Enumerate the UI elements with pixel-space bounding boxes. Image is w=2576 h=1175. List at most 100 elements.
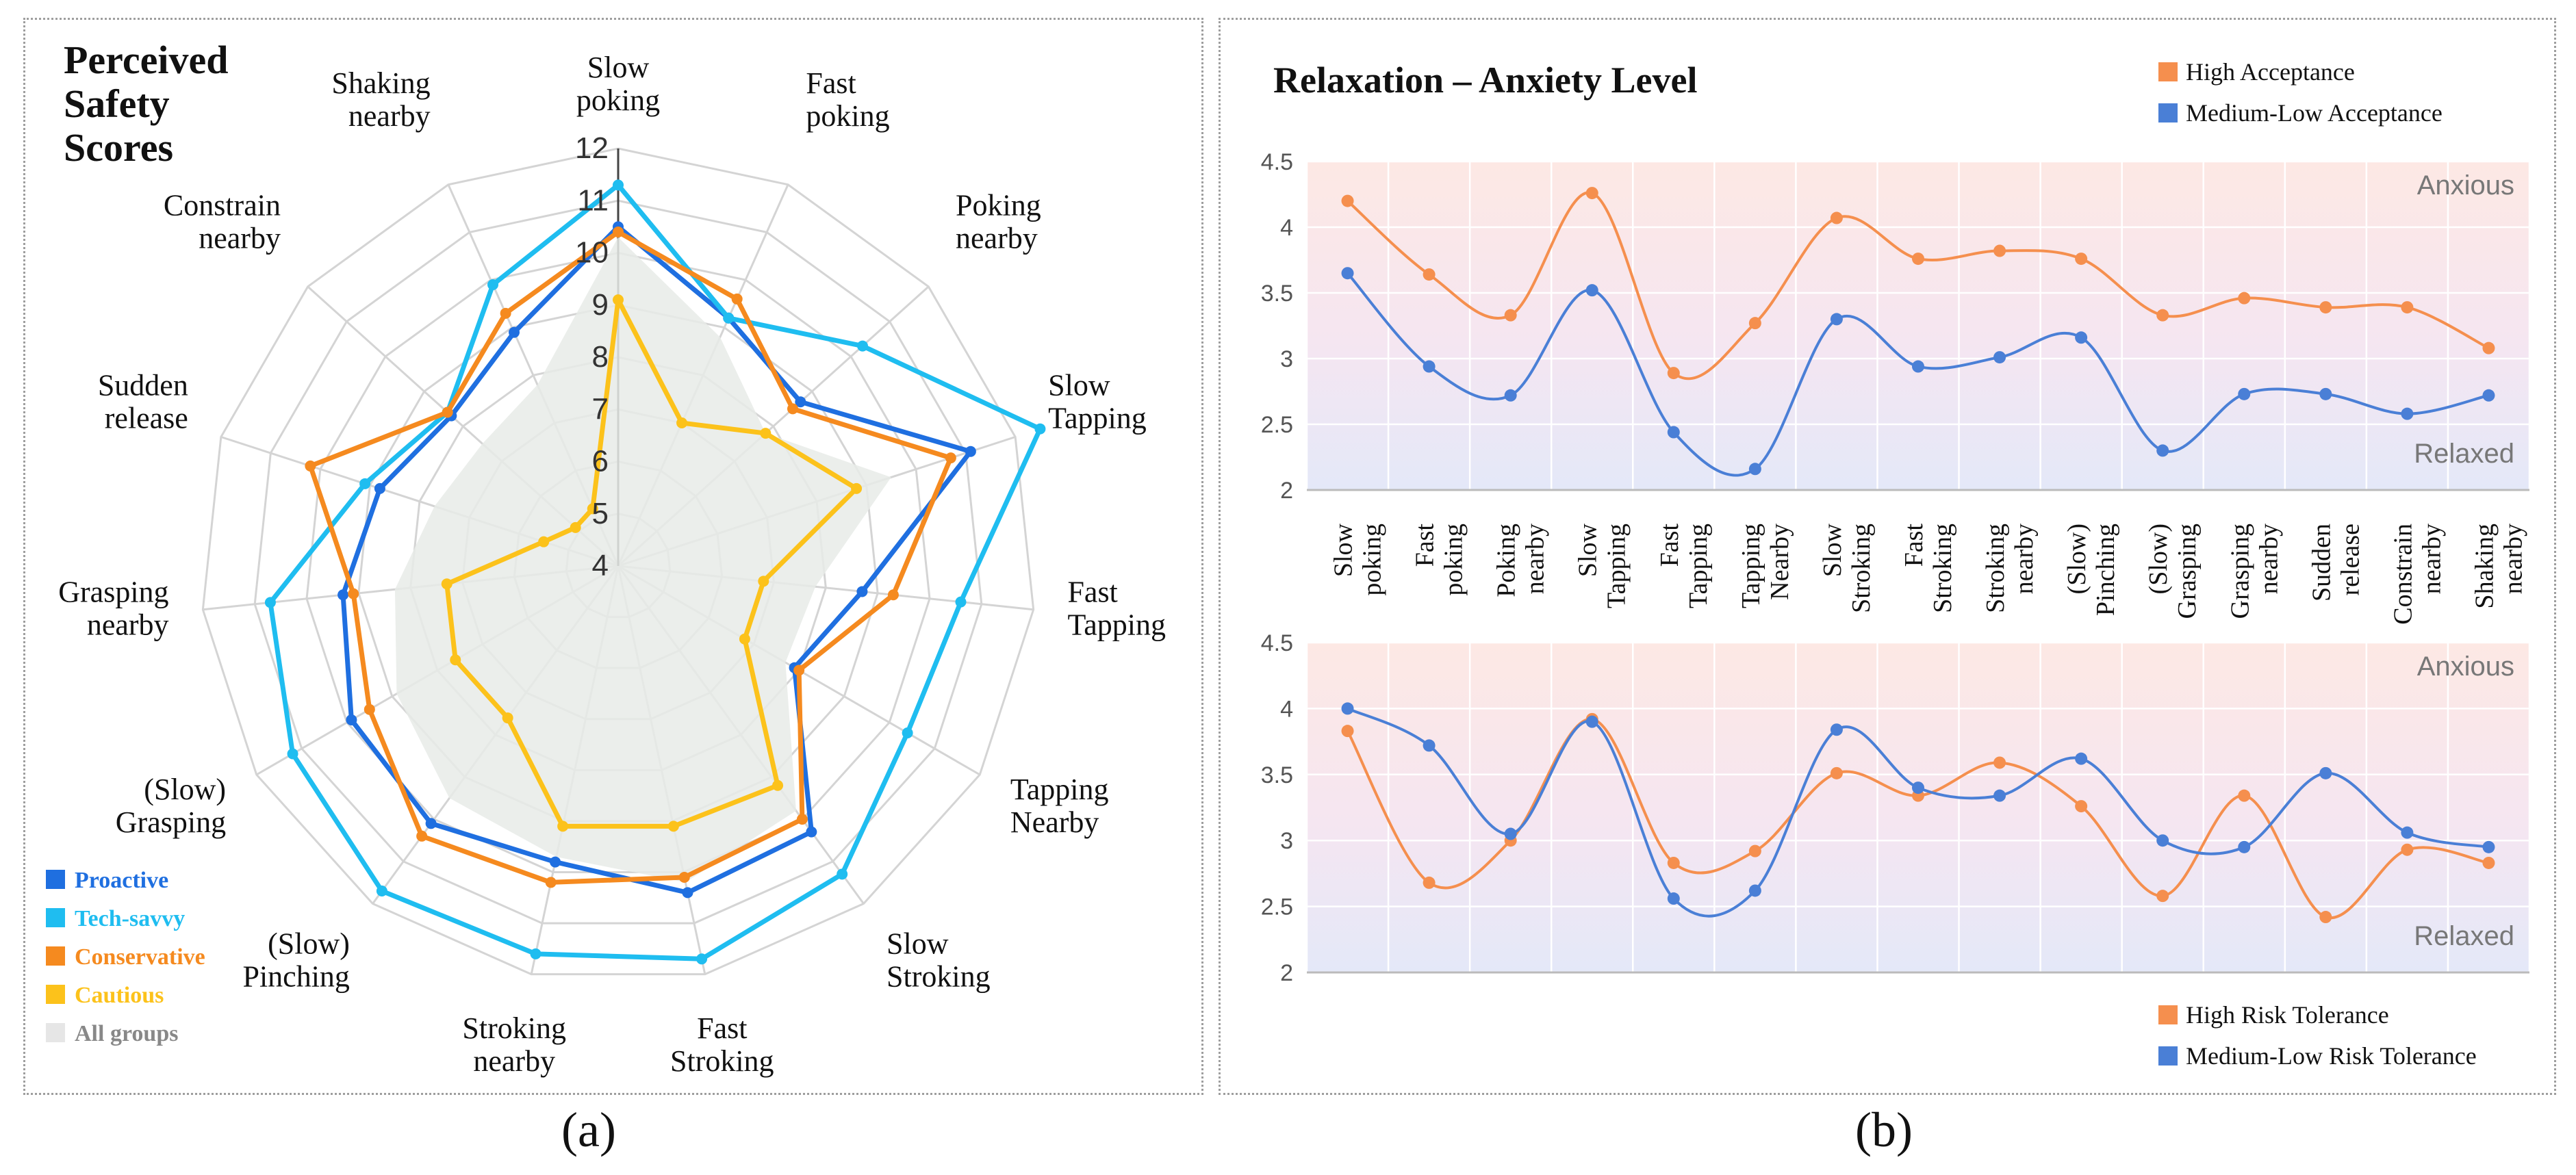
radar-title-line: Perceived bbox=[64, 38, 228, 82]
radar-axis-label: (Slow) Pinching bbox=[242, 927, 349, 994]
x-category-label-line: (Slow) bbox=[2063, 524, 2091, 594]
x-category-label: Constrainnearby bbox=[2388, 524, 2446, 625]
radar-axis-label-line: Slow bbox=[887, 927, 949, 961]
line-point-high-acceptance bbox=[2482, 341, 2495, 354]
legend-swatch bbox=[46, 985, 65, 1004]
radar-series-conservative bbox=[307, 229, 954, 885]
x-category-label: Strokingnearby bbox=[1981, 524, 2039, 613]
line-legend-swatch bbox=[2158, 1005, 2178, 1024]
radar-point-conservative bbox=[364, 703, 375, 715]
line-point-medium-low-risk-tolerance bbox=[2319, 766, 2332, 779]
radar-tick-label: 8 bbox=[592, 340, 609, 374]
y-tick-label: 2.5 bbox=[1261, 412, 1293, 438]
radar-point-cautious bbox=[851, 482, 863, 494]
radar-point-tech-savvy bbox=[902, 727, 913, 738]
line-point-medium-low-acceptance bbox=[2156, 444, 2169, 457]
plot-background bbox=[1307, 643, 2529, 972]
radar-point-tech-savvy bbox=[613, 179, 624, 191]
line-point-high-acceptance bbox=[1667, 367, 1680, 380]
radar-axis-label: Shaking nearby bbox=[331, 66, 430, 133]
legend-label: Tech-savvy bbox=[75, 906, 185, 931]
line-point-medium-low-acceptance bbox=[2401, 407, 2414, 420]
x-category-label: SlowTapping bbox=[1574, 523, 1631, 608]
line-point-high-acceptance bbox=[2075, 253, 2088, 266]
radar-axis-label-line: Stroking bbox=[670, 1044, 774, 1078]
radar-point-cautious bbox=[450, 654, 461, 666]
radar-point-conservative bbox=[731, 293, 743, 305]
radar-axis-label: Slow Stroking bbox=[887, 927, 991, 994]
radar-series-cautious bbox=[444, 297, 859, 829]
y-tick-label: 2 bbox=[1280, 478, 1293, 504]
radar-axis-label-line: Slow bbox=[1048, 368, 1110, 402]
line-point-medium-low-acceptance bbox=[1504, 389, 1517, 402]
radar-point-proactive bbox=[856, 586, 868, 597]
band-label-anxious: Anxious bbox=[2417, 170, 2514, 201]
radar-axis-label-line: Grasping bbox=[116, 805, 226, 839]
radar-point-conservative bbox=[796, 814, 808, 825]
x-category-label-line: Slow bbox=[1574, 523, 1603, 577]
radar-point-tech-savvy bbox=[359, 478, 371, 489]
line-point-medium-low-risk-tolerance bbox=[1993, 789, 2006, 802]
radar-axis-label-line: Pinching bbox=[242, 960, 349, 994]
line-point-high-acceptance bbox=[2401, 301, 2414, 314]
x-category-label-line: nearby bbox=[2254, 524, 2283, 594]
radar-point-cautious bbox=[570, 521, 581, 533]
radar-point-proactive bbox=[425, 818, 437, 829]
line-legend-swatch bbox=[2158, 103, 2178, 122]
line-point-high-acceptance bbox=[1912, 253, 1924, 266]
radar-axis-label-line: Fast bbox=[1067, 575, 1117, 608]
radar-point-tech-savvy bbox=[696, 953, 708, 965]
radar-point-cautious bbox=[739, 633, 750, 645]
caption-a: (a) bbox=[561, 1102, 616, 1157]
x-category-label-line: Fast bbox=[1411, 524, 1440, 567]
x-category-label-line: Grasping bbox=[2226, 524, 2254, 619]
radar-axis-label-line: Stroking bbox=[462, 1011, 566, 1045]
line-point-high-acceptance bbox=[2319, 301, 2332, 314]
x-category-label-line: nearby bbox=[2010, 524, 2039, 594]
x-category-label-line: nearby bbox=[2499, 524, 2527, 594]
radar-title: Perceived Safety Scores bbox=[64, 38, 228, 170]
radar-axis-label: Fast Stroking bbox=[670, 1011, 774, 1078]
x-category-label-line: Sudden bbox=[2307, 524, 2336, 602]
line-series-medium-low-acceptance bbox=[1347, 272, 2489, 477]
radar-axis-label-line: Sudden bbox=[98, 368, 188, 402]
line-point-medium-low-acceptance bbox=[1748, 463, 1761, 476]
radar-axis-label: Grasping nearby bbox=[58, 575, 168, 641]
plot-background bbox=[1307, 162, 2529, 490]
band-label-relaxed: Relaxed bbox=[2414, 921, 2514, 951]
radar-axis-label-line: Slow bbox=[587, 51, 650, 84]
x-category-label-line: nearby bbox=[2417, 524, 2446, 594]
line-point-medium-low-risk-tolerance bbox=[2075, 752, 2088, 765]
radar-point-proactive bbox=[550, 856, 561, 868]
radar-point-tech-savvy bbox=[856, 340, 868, 352]
line-point-medium-low-acceptance bbox=[2319, 387, 2332, 400]
radar-point-conservative bbox=[793, 664, 805, 676]
x-category-label-line: Stroking bbox=[1847, 524, 1876, 613]
line-point-medium-low-risk-tolerance bbox=[1585, 715, 1598, 728]
x-category-label: Slowpoking bbox=[1329, 523, 1387, 595]
radar-point-cautious bbox=[613, 294, 624, 306]
radar-axis-label-line: Nearby bbox=[1010, 805, 1099, 839]
radar-axis-label-line: Constrain bbox=[164, 189, 281, 222]
x-category-label: Pokingnearby bbox=[1492, 524, 1550, 597]
radar-point-conservative bbox=[787, 403, 798, 415]
radar-tick-label: 5 bbox=[592, 497, 609, 530]
radar-tick-label: 12 bbox=[575, 131, 609, 165]
radar-title-line: Scores bbox=[64, 125, 173, 170]
x-category-label-line: Shaking bbox=[2470, 524, 2499, 609]
y-tick-label: 3 bbox=[1280, 828, 1293, 854]
radar-axis-label-line: release bbox=[105, 401, 188, 435]
radar-point-tech-savvy bbox=[955, 596, 967, 608]
radar-point-cautious bbox=[441, 578, 452, 590]
line-point-medium-low-risk-tolerance bbox=[1667, 892, 1680, 905]
x-category-label-line: Poking bbox=[1492, 524, 1521, 597]
band-label-relaxed: Relaxed bbox=[2414, 439, 2514, 469]
line-chart-title: Relaxation – Anxiety Level bbox=[1273, 60, 1697, 101]
radar-axis-label: Poking nearby bbox=[956, 189, 1041, 255]
line-point-medium-low-risk-tolerance bbox=[1830, 723, 1843, 736]
radar-axis-label-line: Fast bbox=[806, 66, 856, 100]
x-category-label-line: Grasping bbox=[2173, 524, 2202, 619]
line-point-high-acceptance bbox=[2238, 292, 2251, 305]
legend-swatch bbox=[46, 908, 65, 927]
line-point-high-acceptance bbox=[2156, 309, 2169, 322]
